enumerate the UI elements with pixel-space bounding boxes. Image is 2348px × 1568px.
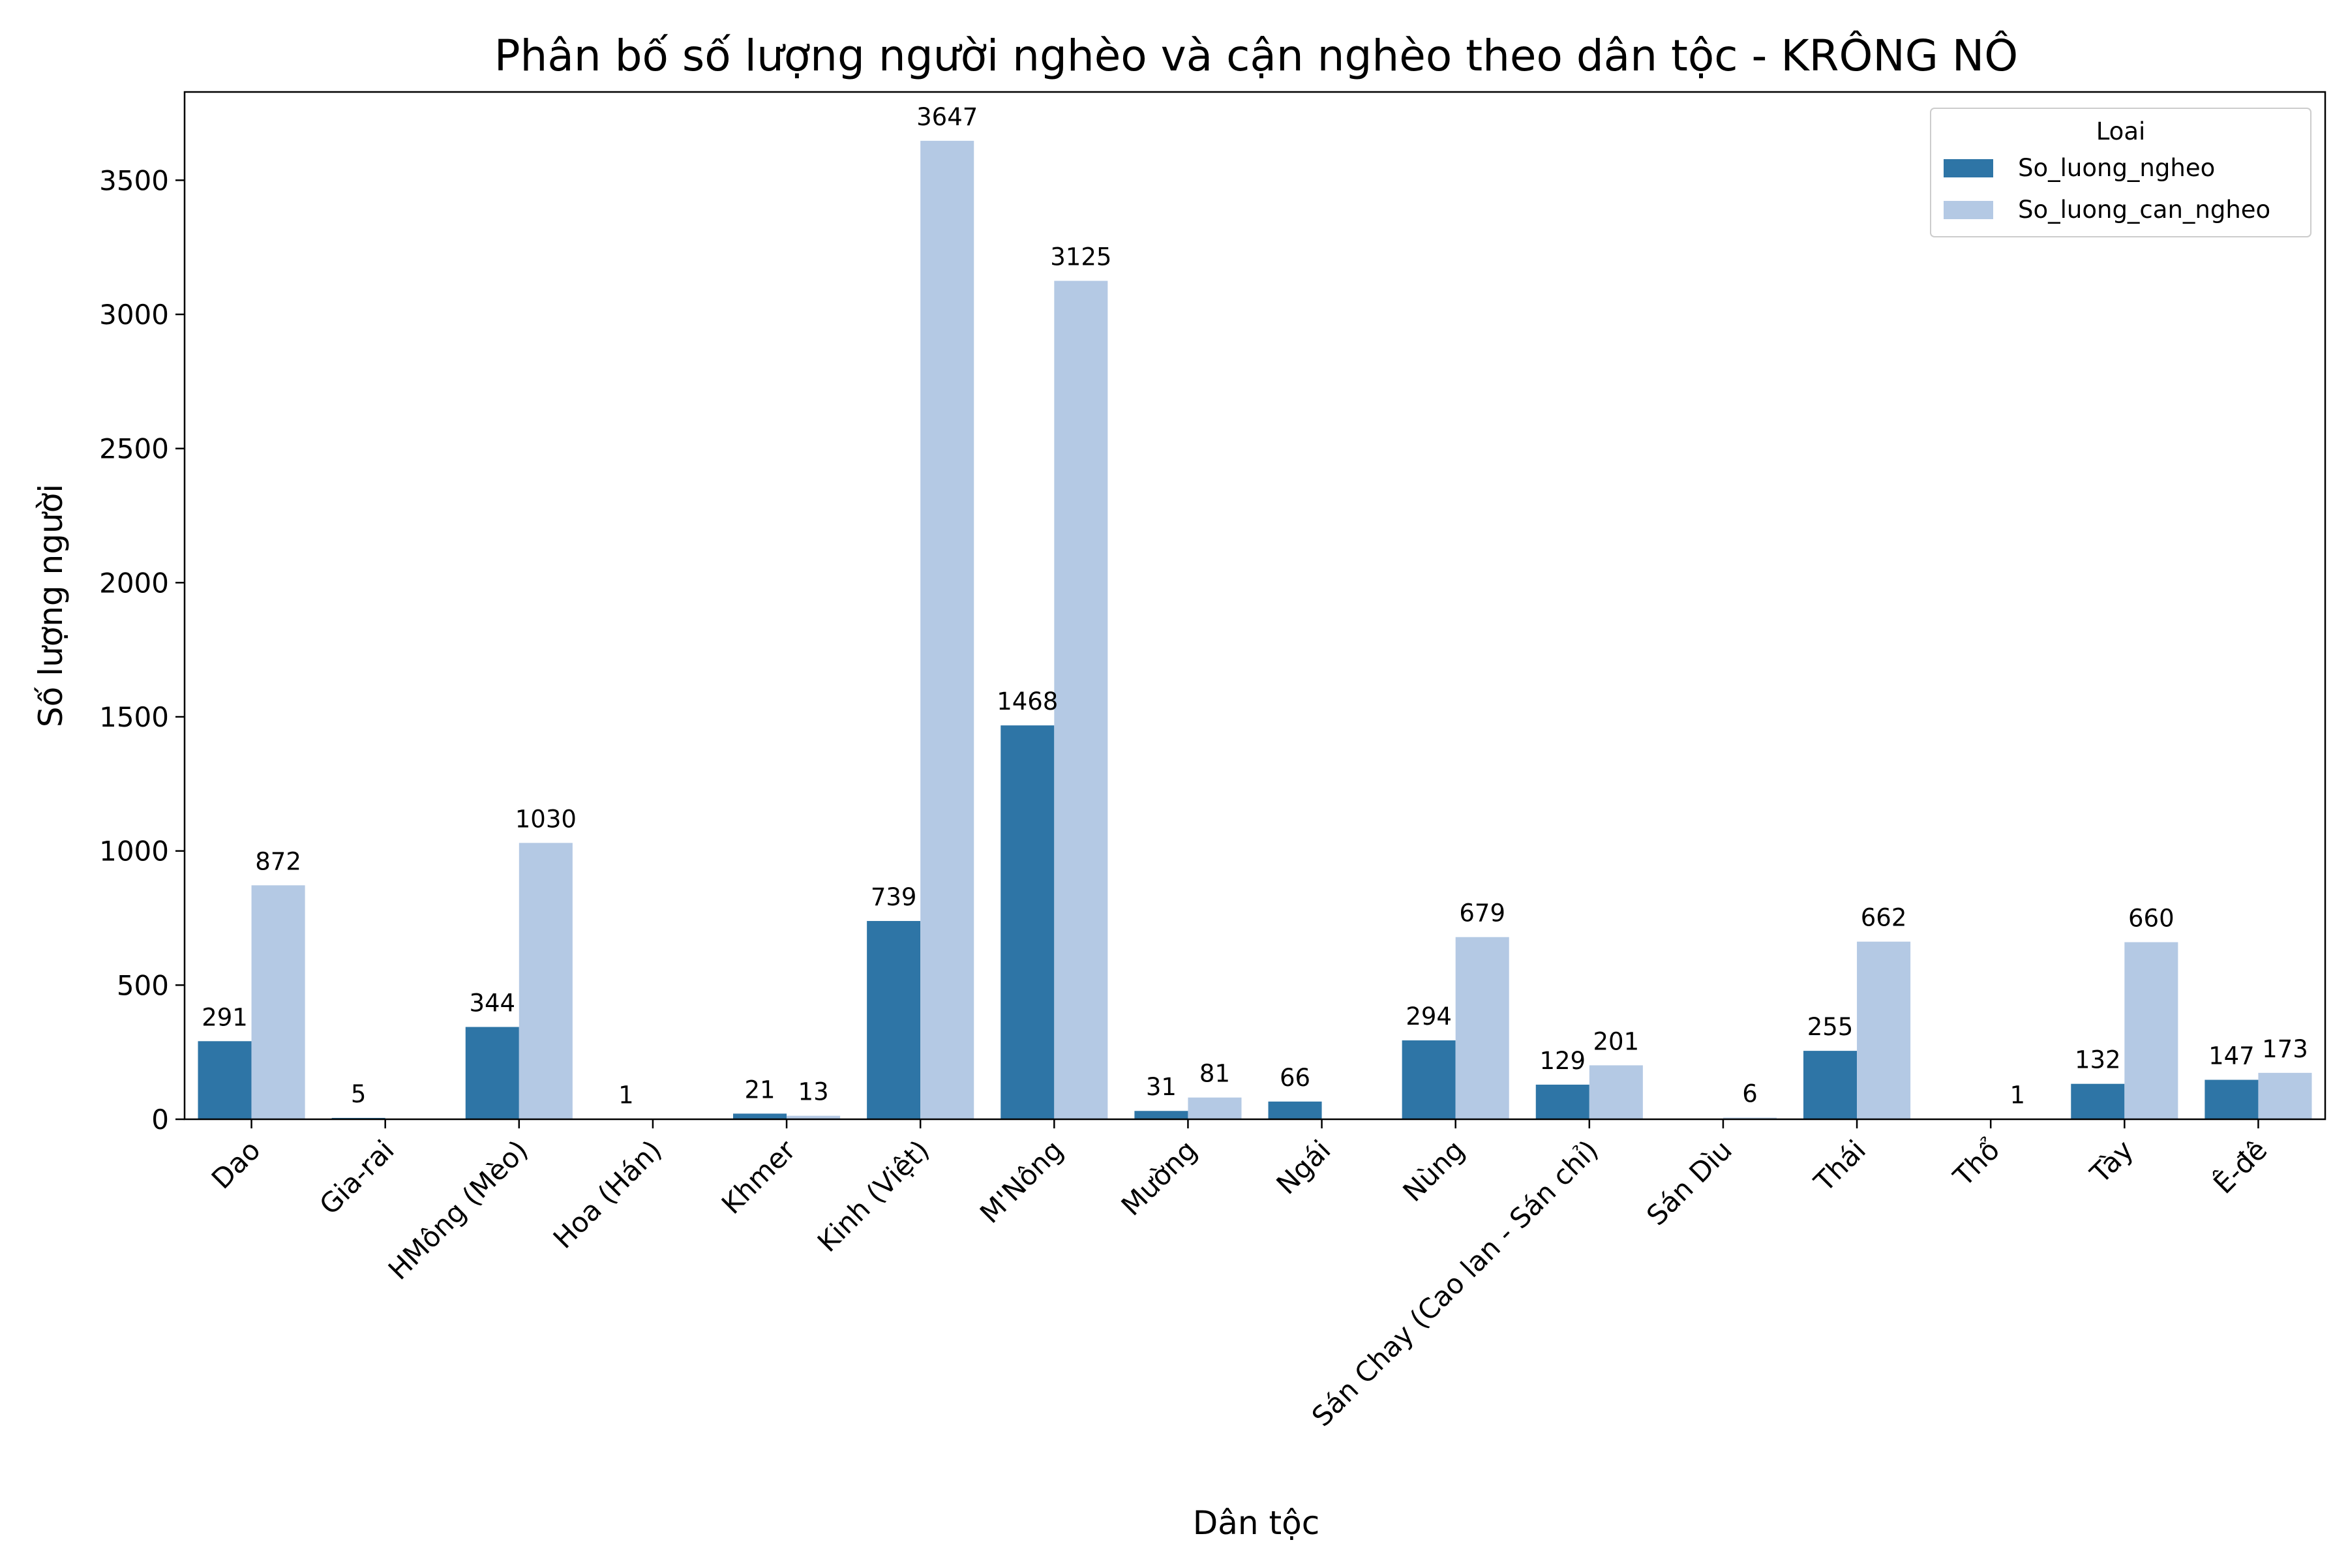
data-label-So_luong_ngheo-0: 291 [202,1003,248,1031]
data-label-So_luong_can_ngheo-0: 872 [255,847,301,875]
bar-So_luong_ngheo-9 [1402,1040,1456,1119]
bar-So_luong_can_ngheo-4 [787,1115,841,1119]
x-tick-label-12: Thái [1807,1134,1872,1198]
data-label-So_luong_ngheo-2: 344 [469,989,515,1018]
legend: Loai So_luong_ngheo So_luong_can_ngheo [1930,108,2311,237]
bar-So_luong_ngheo-6 [1001,725,1055,1119]
data-label-So_luong_can_ngheo-14: 660 [2128,905,2175,933]
bar-So_luong_ngheo-15 [2205,1079,2259,1119]
data-label-So_luong_can_ngheo-4: 13 [798,1078,829,1106]
y-tick-label-6: 3000 [99,299,169,331]
data-label-So_luong_can_ngheo-6: 3125 [1050,243,1111,271]
x-tick-label-11: Sán Dìu [1640,1134,1738,1231]
data-label-So_luong_ngheo-7: 31 [1146,1073,1177,1101]
y-tick-label-4: 2000 [99,567,169,599]
legend-box [1930,108,2311,237]
data-label-So_luong_ngheo-9: 294 [1406,1003,1452,1031]
bar-So_luong_can_ngheo-2 [519,843,573,1119]
data-labels-layer: 291 5 344 1 21 739 1468 31 66 294 129 255 132 147 872 1… [202,103,2308,1109]
x-tick-label-9: Nùng [1396,1134,1470,1207]
data-label-So_luong_can_ngheo-15: 173 [2262,1035,2308,1063]
bar-So_luong_can_ngheo-9 [1455,937,1509,1119]
data-label-So_luong_can_ngheo-9: 679 [1459,899,1505,927]
x-tick-label-15: Ê-đê [2207,1134,2274,1200]
legend-label-0: So_luong_ngheo [2018,154,2215,182]
x-tick-label-14: Tày [2084,1134,2140,1190]
data-label-So_luong_ngheo-12: 255 [1807,1013,1854,1041]
bars-layer [198,140,2312,1119]
y-tick-label-1: 500 [117,969,169,1001]
data-label-So_luong_can_ngheo-13: 1 [2009,1081,2025,1109]
x-axis-label: Dân tộc [1193,1504,1319,1542]
data-label-So_luong_can_ngheo-7: 81 [1199,1060,1230,1088]
bar-So_luong_ngheo-12 [1803,1051,1858,1119]
bar-So_luong_ngheo-5 [867,921,921,1119]
x-tick-label-10: Sán Chay (Cao lan - Sán chỉ) [1306,1134,1604,1432]
legend-swatch-0 [1944,159,1993,177]
y-axis-label: Số lượng người [32,484,70,727]
data-label-So_luong_can_ngheo-11: 6 [1742,1080,1758,1108]
data-label-So_luong_can_ngheo-5: 3647 [916,103,978,131]
data-label-So_luong_ngheo-15: 147 [2208,1042,2255,1070]
x-tick-label-7: Mường [1115,1134,1203,1222]
y-tick-label-0: 0 [151,1104,169,1136]
bar-So_luong_can_ngheo-15 [2258,1072,2312,1119]
bar-So_luong_ngheo-0 [198,1041,252,1119]
data-label-So_luong_ngheo-8: 66 [1280,1064,1310,1092]
data-label-So_luong_can_ngheo-12: 662 [1861,904,1907,932]
data-label-So_luong_ngheo-4: 21 [744,1076,775,1104]
bar-So_luong_can_ngheo-6 [1054,280,1108,1119]
bar-So_luong_can_ngheo-7 [1188,1097,1242,1119]
legend-label-1: So_luong_can_ngheo [2018,196,2270,224]
bar-So_luong_can_ngheo-0 [251,885,305,1119]
bar-So_luong_ngheo-8 [1268,1101,1322,1119]
bar-So_luong_can_ngheo-12 [1857,941,1911,1119]
bar-So_luong_can_ngheo-10 [1589,1065,1643,1119]
data-label-So_luong_can_ngheo-10: 201 [1593,1027,1640,1055]
data-label-So_luong_ngheo-1: 5 [351,1080,367,1108]
chart-title: Phân bố số lượng người nghèo và cận nghè… [494,30,2019,81]
legend-swatch-1 [1944,201,1993,219]
data-label-So_luong_ngheo-6: 1468 [997,687,1058,716]
y-axis: 0 500 1000 1500 2000 2500 3000 3500 [99,164,185,1136]
x-tick-label-4: Khmer [715,1134,802,1220]
bar-So_luong_ngheo-14 [2071,1083,2125,1119]
x-tick-label-2: HMông (Mèo) [382,1134,534,1286]
x-tick-label-1: Gia-rai [313,1134,400,1220]
x-tick-label-8: Ngái [1270,1134,1336,1200]
data-label-So_luong_ngheo-3: 1 [618,1081,634,1109]
plot-frame [183,91,2326,1121]
bar-So_luong_can_ngheo-5 [920,140,974,1119]
x-tick-label-0: Dao [205,1134,267,1195]
x-tick-label-3: Hoa (Hán) [547,1134,668,1254]
data-label-So_luong_ngheo-14: 132 [2075,1046,2121,1074]
data-label-So_luong_can_ngheo-2: 1030 [515,805,577,833]
x-tick-label-5: Kinh (Việt) [811,1134,935,1258]
y-tick-label-2: 1000 [99,836,169,867]
x-tick-label-13: Thổ [1947,1134,2006,1192]
data-label-So_luong_ngheo-5: 739 [871,883,917,911]
x-tick-label-6: M'Nông [974,1134,1070,1229]
y-tick-label-3: 1500 [99,701,169,733]
data-label-So_luong_ngheo-10: 129 [1539,1047,1586,1075]
bar-So_luong_can_ngheo-14 [2124,942,2178,1119]
bar-So_luong_ngheo-2 [465,1027,519,1119]
bar-So_luong_ngheo-7 [1134,1111,1188,1119]
y-tick-label-5: 2500 [99,433,169,465]
legend-title: Loai [2096,117,2146,145]
bar-So_luong_ngheo-10 [1535,1084,1589,1119]
bar-So_luong_ngheo-4 [733,1113,787,1119]
y-tick-label-7: 3500 [99,164,169,196]
